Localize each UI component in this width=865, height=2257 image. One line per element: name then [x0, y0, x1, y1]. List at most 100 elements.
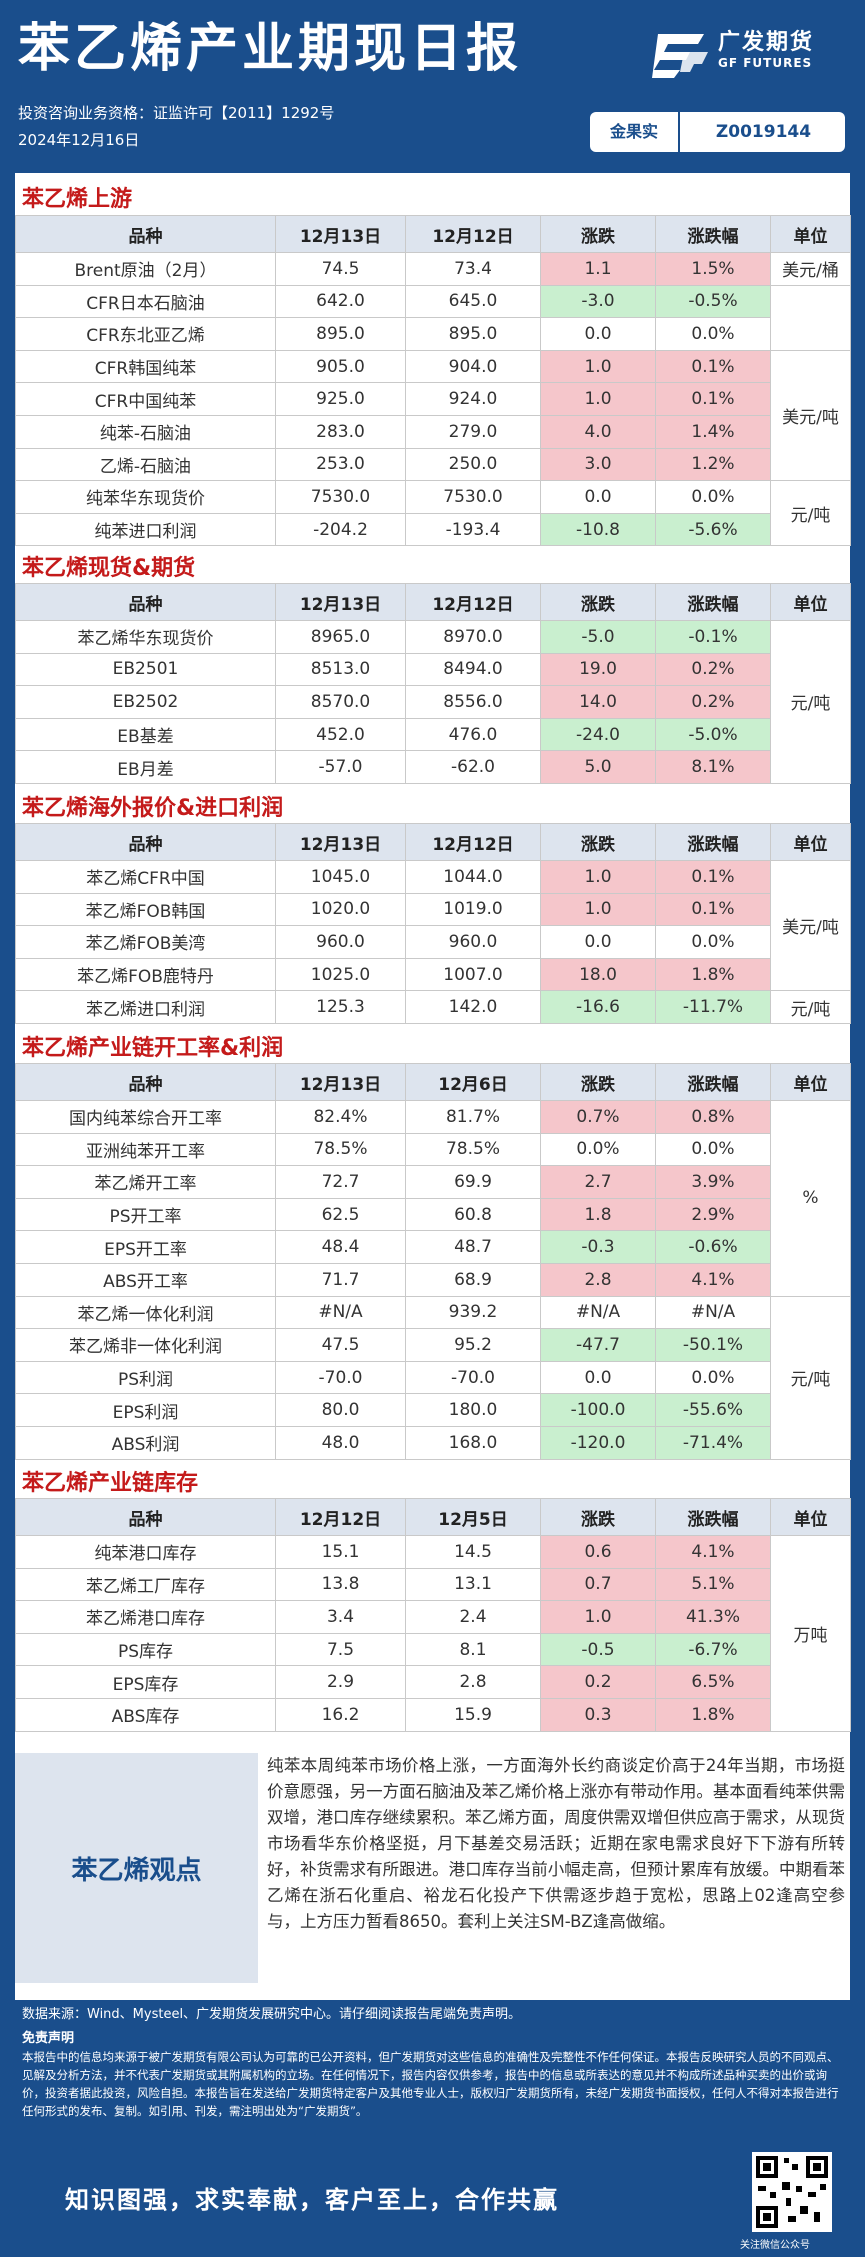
analyst-name: 金果实	[590, 112, 680, 152]
row-value-current: 47.5	[275, 1328, 406, 1362]
row-value-previous: 95.2	[405, 1328, 541, 1362]
header-cell: 12月6日	[405, 1063, 541, 1101]
row-change: 0.2	[540, 1665, 656, 1699]
row-change-pct: 4.1%	[655, 1262, 771, 1297]
table-row: EPS利润 80.0 180.0 -100.0 -55.6%	[15, 1393, 851, 1427]
analyst-id: Z0019144	[715, 122, 812, 142]
row-change-pct: -55.6%	[655, 1393, 771, 1427]
row-value-previous: 8970.0	[405, 620, 541, 654]
row-name: PS开工率	[15, 1197, 276, 1232]
row-value-previous: 168.0	[405, 1425, 541, 1460]
row-value-current: 283.0	[275, 414, 406, 449]
row-change: 0.7	[540, 1567, 656, 1602]
header-cell: 单位	[770, 1063, 851, 1101]
row-value-previous: 180.0	[405, 1393, 541, 1427]
report-title: 苯乙烯产业期现日报	[18, 19, 523, 79]
header-cell: 涨跌幅	[655, 583, 771, 621]
row-name: 亚洲纯苯开工率	[15, 1132, 276, 1167]
row-value-previous: 2.4	[405, 1600, 541, 1634]
row-change: 1.1	[540, 252, 656, 286]
row-name: 苯乙烯非一体化利润	[15, 1328, 276, 1362]
header-cell: 单位	[770, 215, 851, 253]
unit-cell: 元/吨	[770, 990, 851, 1024]
row-change: 0.0	[540, 480, 656, 514]
table-row: 苯乙烯开工率 72.7 69.9 2.7 3.9%	[15, 1165, 851, 1199]
row-value-current: 253.0	[275, 447, 406, 482]
row-value-previous: 645.0	[405, 284, 541, 319]
row-value-current: 1045.0	[275, 860, 406, 894]
header-cell: 涨跌幅	[655, 1063, 771, 1101]
section-title: 苯乙烯海外报价&进口利润	[22, 796, 284, 821]
row-value-current: 2.9	[275, 1665, 406, 1699]
header-cell: 品种	[15, 1498, 276, 1536]
data-table: 品种 12月13日 12月12日 涨跌 涨跌幅 单位 苯乙烯华东现货价 8965…	[15, 583, 851, 784]
header-cell: 单位	[770, 583, 851, 621]
row-change: #N/A	[540, 1295, 656, 1330]
row-change-pct: 0.0%	[655, 925, 771, 959]
row-change-pct: 0.1%	[655, 892, 771, 927]
row-change-pct: -0.1%	[655, 620, 771, 654]
row-change: 0.6	[540, 1535, 656, 1569]
row-change: -0.3	[540, 1230, 656, 1264]
row-change-pct: -11.7%	[655, 990, 771, 1024]
row-value-current: -204.2	[275, 512, 406, 547]
table-row: 苯乙烯FOB美湾 960.0 960.0 0.0 0.0%	[15, 925, 851, 959]
header-cell: 品种	[15, 1063, 276, 1101]
header-cell: 12月13日	[275, 215, 406, 253]
row-change-pct: 8.1%	[655, 750, 771, 784]
row-value-previous: 60.8	[405, 1197, 541, 1232]
table-row: CFR韩国纯苯 905.0 904.0 1.0 0.1% 美元/吨	[15, 349, 851, 482]
table-row: 国内纯苯综合开工率 82.4% 81.7% 0.7% 0.8% %	[15, 1100, 851, 1297]
row-change-pct: 0.1%	[655, 349, 771, 384]
header-cell: 涨跌幅	[655, 1498, 771, 1536]
row-value-current: 452.0	[275, 717, 406, 752]
row-name: 纯苯进口利润	[15, 512, 276, 547]
section-title: 苯乙烯产业链开工率&利润	[22, 1036, 284, 1061]
table-row: 苯乙烯港口库存 3.4 2.4 1.0 41.3%	[15, 1600, 851, 1634]
row-change-pct: 41.3%	[655, 1600, 771, 1634]
row-value-previous: 8494.0	[405, 652, 541, 687]
table-row: Brent原油（2月） 74.5 73.4 1.1 1.5% 美元/桶	[15, 252, 851, 286]
row-change: 0.7%	[540, 1100, 656, 1134]
row-value-previous: 69.9	[405, 1165, 541, 1199]
row-value-previous: 279.0	[405, 414, 541, 449]
table-header-row: 品种 12月12日 12月5日 涨跌 涨跌幅 单位	[15, 1498, 851, 1536]
row-change-pct: -6.7%	[655, 1632, 771, 1667]
row-value-previous: 960.0	[405, 925, 541, 959]
row-value-current: 960.0	[275, 925, 406, 959]
row-name: CFR日本石脑油	[15, 284, 276, 319]
table-row: 苯乙烯CFR中国 1045.0 1044.0 1.0 0.1% 美元/吨	[15, 859, 851, 992]
row-value-current: 905.0	[275, 349, 406, 384]
row-value-previous: 250.0	[405, 447, 541, 482]
logo-en-text: GF FUTURES	[718, 56, 813, 70]
view-text: 纯苯本周纯苯市场价格上涨，一方面海外长约商谈定价高于24年当期，市场挺价意愿强，…	[267, 1756, 845, 1931]
row-value-current: 125.3	[275, 990, 406, 1024]
row-change: 0.3	[540, 1697, 656, 1732]
unit-cell: 万吨	[770, 1535, 851, 1732]
row-change: 1.0	[540, 349, 656, 384]
table-header-row: 品种 12月13日 12月12日 涨跌 涨跌幅 单位	[15, 583, 851, 621]
table-row: ABS库存 16.2 15.9 0.3 1.8%	[15, 1697, 851, 1732]
row-value-current: 62.5	[275, 1197, 406, 1232]
row-value-current: 642.0	[275, 284, 406, 319]
license-text: 投资咨询业务资格：证监许可【2011】1292号	[18, 104, 335, 122]
row-change: 18.0	[540, 957, 656, 992]
row-change-pct: 0.1%	[655, 382, 771, 416]
row-change: -100.0	[540, 1393, 656, 1427]
data-table: 品种 12月13日 12月6日 涨跌 涨跌幅 单位 国内纯苯综合开工率 82.4…	[15, 1063, 851, 1460]
row-change: 2.8	[540, 1262, 656, 1297]
row-value-current: 71.7	[275, 1262, 406, 1297]
row-change-pct: 0.1%	[655, 860, 771, 894]
row-change: 2.7	[540, 1165, 656, 1199]
row-value-previous: 81.7%	[405, 1100, 541, 1134]
table-row: 苯乙烯进口利润 125.3 142.0 -16.6 -11.7% 元/吨	[15, 990, 851, 1024]
row-name: ABS开工率	[15, 1262, 276, 1297]
row-value-previous: 48.7	[405, 1230, 541, 1264]
row-value-current: 7530.0	[275, 480, 406, 514]
row-value-previous: 142.0	[405, 990, 541, 1024]
row-value-previous: 924.0	[405, 382, 541, 416]
row-change-pct: -50.1%	[655, 1328, 771, 1362]
row-value-current: 80.0	[275, 1393, 406, 1427]
analyst-badge: 金果实 Z0019144	[590, 112, 845, 152]
row-name: EPS开工率	[15, 1230, 276, 1264]
